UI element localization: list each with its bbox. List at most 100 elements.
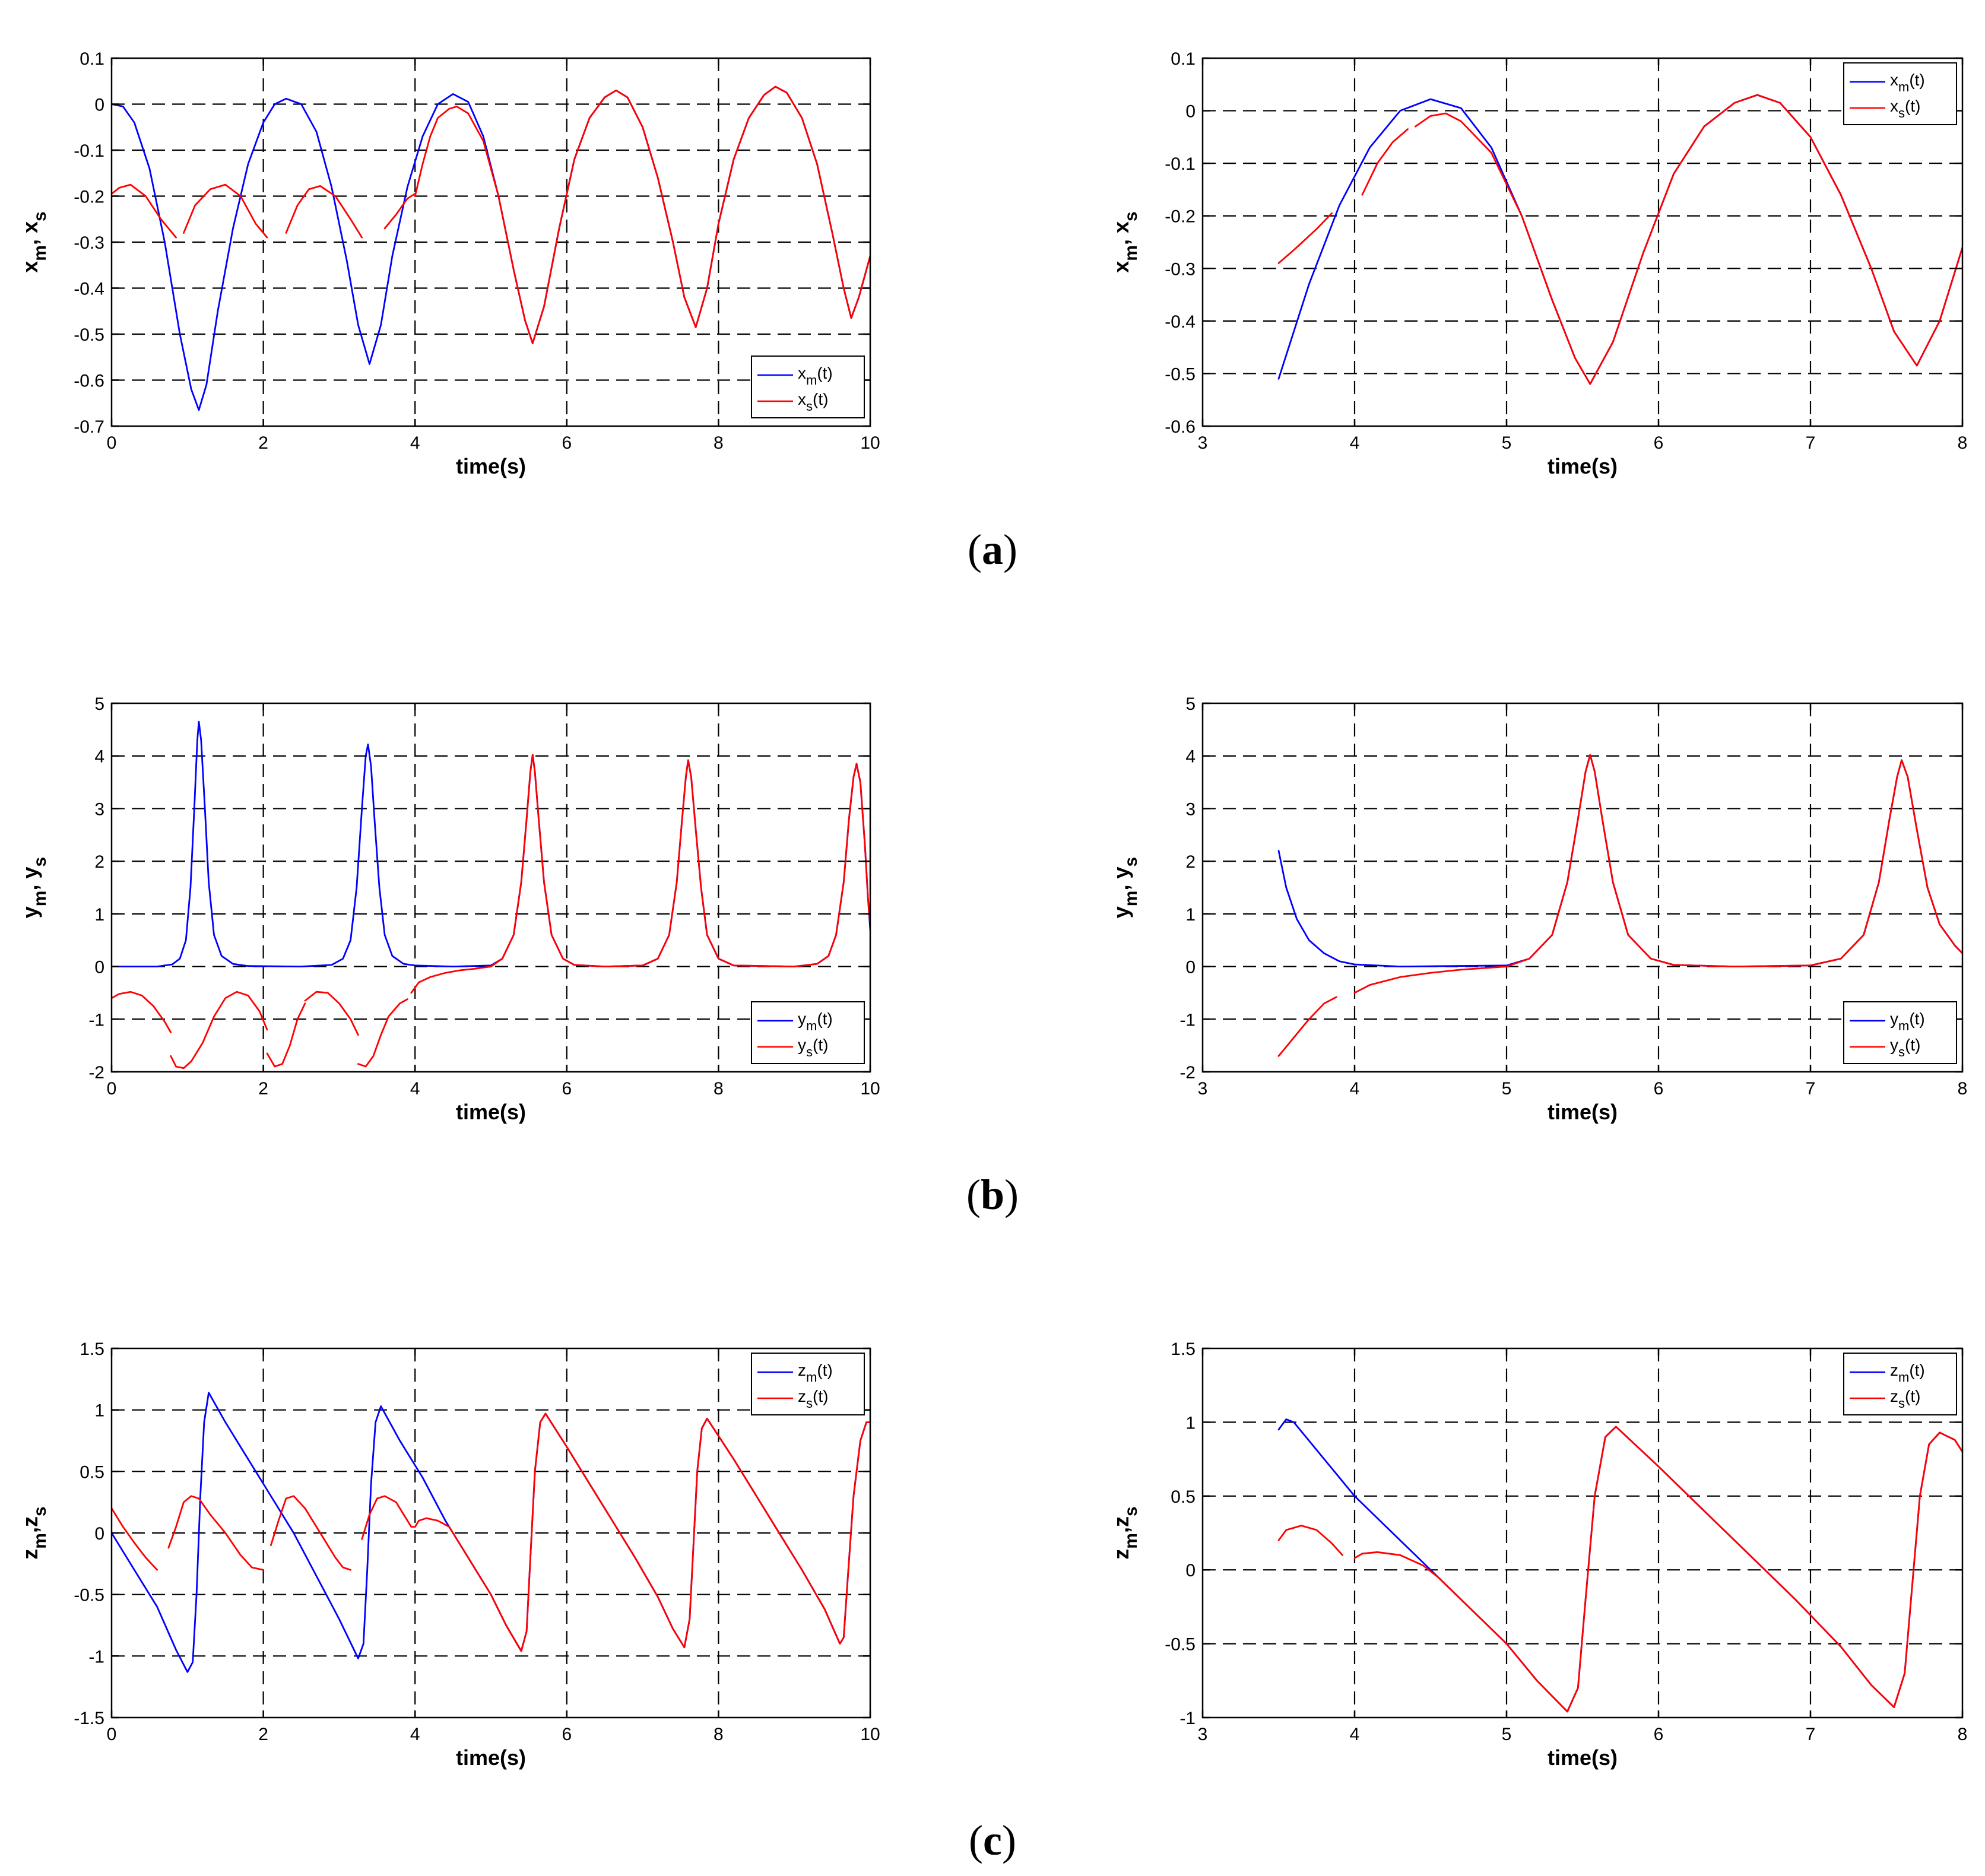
legend-label: xm(t) (1890, 71, 1925, 94)
plot-area (112, 703, 870, 1072)
chart-xa-zoom: 3 4 5 6 7 8 -0.6 -0.5 -0.4 -0.3 -0.2 -0.1 0 0.1 time(s… (1109, 49, 1967, 478)
row-label-letter: c (983, 1817, 1002, 1864)
y-tick-label: -1.5 (74, 1709, 104, 1728)
series-line (410, 754, 870, 994)
series-z_s(t) (1277, 1426, 1962, 1713)
legend-label: xs(t) (798, 390, 828, 414)
legend-label: xs(t) (1890, 97, 1920, 120)
series-line (112, 1507, 158, 1571)
legend: xm(t)xs(t) (751, 355, 865, 418)
grid (112, 1348, 870, 1718)
series-line (112, 183, 177, 239)
grid (112, 58, 870, 426)
legend-label: ym(t) (798, 1010, 833, 1033)
y-tick-label: -0.3 (1165, 259, 1196, 279)
x-tick-label: 6 (1654, 433, 1664, 453)
y-tick-label: -0.3 (74, 233, 104, 253)
x-tick-label: 0 (107, 433, 117, 453)
x-tick-label: 2 (258, 1079, 268, 1099)
y-tick-label: -2 (88, 1063, 104, 1083)
x-axis-label: time(s) (456, 1745, 526, 1770)
row-label-b: (b) (966, 1171, 1019, 1218)
series-line (270, 1495, 351, 1571)
axes-box (1201, 57, 1964, 427)
x-tick-label: 4 (1350, 433, 1360, 453)
y-tick-label: 1.5 (1171, 1339, 1196, 1359)
x-tick-label: 8 (1958, 433, 1968, 453)
series-line (183, 183, 268, 239)
y-tick-label: 0.1 (80, 49, 104, 69)
plot-area (1203, 703, 1962, 1072)
legend-box (1843, 62, 1957, 125)
y-tick-label: 1 (1185, 1413, 1196, 1433)
y-tick-label: 3 (1185, 799, 1196, 819)
legend-box (751, 1001, 865, 1064)
x-tick-label: 10 (860, 1725, 880, 1744)
y-axis-label: ym, ys (1109, 857, 1141, 918)
y-tick-label: -0.5 (74, 1586, 104, 1605)
y-tick-label: 4 (94, 747, 104, 767)
y-tick-label: -0.1 (1165, 154, 1196, 174)
chart-zc-full: 0 2 4 6 8 10 -1.5 -1 -0.5 0 0.5 1 1.5 time(s) zm,zs zm(… (18, 1339, 880, 1770)
x-axis-label: time(s) (456, 454, 526, 478)
y-axis-label: zm,zs (18, 1506, 50, 1559)
legend: zm(t)zs(t) (751, 1353, 865, 1415)
y-axis-label: xm, xs (18, 211, 50, 272)
plot-area (1203, 1348, 1962, 1718)
legend-label: zm(t) (1890, 1361, 1925, 1385)
x-tick-label: 8 (1958, 1079, 1968, 1099)
x-tick-label: 7 (1806, 1725, 1816, 1744)
legend-label: zs(t) (1890, 1387, 1920, 1411)
y-tick-label: -0.4 (1165, 312, 1196, 332)
series-line (112, 991, 172, 1033)
chart-xa-full: 0 2 4 6 8 10 -0.7 -0.6 -0.5 -0.4 -0.3 -0.2 -0.1 0 0.1 t… (18, 49, 880, 478)
y-tick-label: 1 (94, 905, 104, 925)
x-tick-label: 3 (1198, 433, 1208, 453)
series-line (414, 85, 870, 344)
x-tick-label: 4 (1350, 1079, 1360, 1099)
x-tick-label: 8 (714, 1725, 724, 1744)
y-tick-label: -1 (88, 1647, 104, 1667)
series-line (1353, 754, 1962, 994)
x-tick-label: 6 (562, 1725, 572, 1744)
y-tick-label: 0 (1185, 102, 1196, 122)
row-label-letter: b (980, 1171, 1005, 1218)
series-line (304, 991, 359, 1036)
y-tick-label: -0.4 (74, 280, 104, 299)
legend-label: ym(t) (1890, 1010, 1925, 1033)
x-tick-label: 10 (860, 433, 880, 453)
y-tick-label: 0 (94, 96, 104, 115)
y-tick-label: 2 (1185, 852, 1196, 872)
y-tick-label: -0.2 (1165, 207, 1196, 227)
legend-box (751, 355, 865, 418)
x-tick-label: 3 (1198, 1079, 1208, 1099)
y-tick-label: 3 (94, 799, 104, 819)
axes-box (1201, 702, 1964, 1073)
y-tick-label: -0.6 (74, 372, 104, 391)
legend-box (751, 1353, 865, 1415)
x-tick-label: 2 (258, 433, 268, 453)
y-tick-label: -1 (1179, 1010, 1196, 1030)
x-tick-label: 8 (714, 1079, 724, 1099)
y-tick-label: 2 (94, 852, 104, 872)
x-axis-label: time(s) (1548, 1100, 1618, 1124)
series-line (1415, 94, 1962, 385)
x-tick-label: 5 (1502, 1725, 1512, 1744)
row-label-a: (a) (968, 526, 1017, 573)
y-axis-label: zm,zs (1109, 1506, 1141, 1559)
axes-box (1201, 1347, 1964, 1719)
x-axis-label: time(s) (456, 1100, 526, 1124)
y-tick-label: 1 (1185, 905, 1196, 925)
y-tick-label: 0 (94, 958, 104, 977)
series-line (1277, 1525, 1343, 1556)
grid (1203, 1348, 1962, 1718)
legend: ym(t) ys(t) (1843, 1001, 1957, 1064)
y-tick-label: -0.5 (1165, 1635, 1196, 1655)
series-x_s(t) (112, 85, 870, 344)
y-tick-label: -0.6 (1165, 417, 1196, 437)
x-axis-label: time(s) (1548, 454, 1618, 478)
y-tick-label: 4 (1185, 747, 1196, 767)
legend-label: ys(t) (798, 1036, 828, 1059)
x-tick-label: 7 (1806, 433, 1816, 453)
series-line (1361, 128, 1409, 196)
